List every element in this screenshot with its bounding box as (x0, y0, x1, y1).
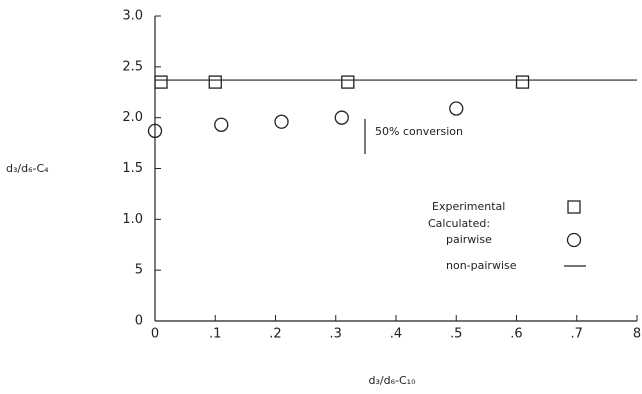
x-axis-label: d₃/d₆-C₁₀ (369, 374, 417, 387)
x-tick-label: .3 (330, 327, 342, 342)
x-tick-label: .2 (269, 327, 281, 342)
square-marker (515, 75, 530, 89)
legend-label: non-pairwise (446, 259, 517, 272)
circle-marker (214, 117, 229, 132)
y-tick-label: 5 (135, 263, 143, 278)
square-marker (208, 75, 222, 89)
circle-marker (147, 123, 163, 139)
y-tick-label: 2.0 (122, 110, 143, 125)
x-tick-label: 0 (151, 327, 159, 342)
circle-marker (334, 110, 349, 125)
x-tick-label: .6 (510, 327, 522, 342)
y-tick-label: 0 (135, 314, 143, 329)
y-tick-label: 3.0 (122, 9, 143, 24)
legend-marker (566, 232, 582, 248)
y-axis-label: d₃/d₆-C₄ (6, 162, 49, 175)
annotation: 50% conversion (375, 125, 463, 138)
y-tick-label: 2.5 (122, 59, 143, 74)
x-tick-label: 8 (633, 327, 641, 342)
square-marker (341, 75, 355, 89)
legend-label: pairwise (446, 233, 492, 246)
x-tick-label: .1 (209, 327, 221, 342)
square-marker (154, 75, 168, 89)
x-tick-label: .7 (571, 327, 583, 342)
circle-marker (274, 114, 289, 129)
y-tick-label: 1.5 (122, 161, 143, 176)
legend-label: Experimental (432, 200, 505, 213)
legend-heading: Calculated: (428, 217, 490, 230)
circle-marker (449, 101, 464, 116)
legend-marker (567, 200, 581, 214)
x-tick-label: .4 (390, 327, 402, 342)
x-tick-label: .5 (450, 327, 462, 342)
y-tick-label: 1.0 (122, 212, 143, 227)
